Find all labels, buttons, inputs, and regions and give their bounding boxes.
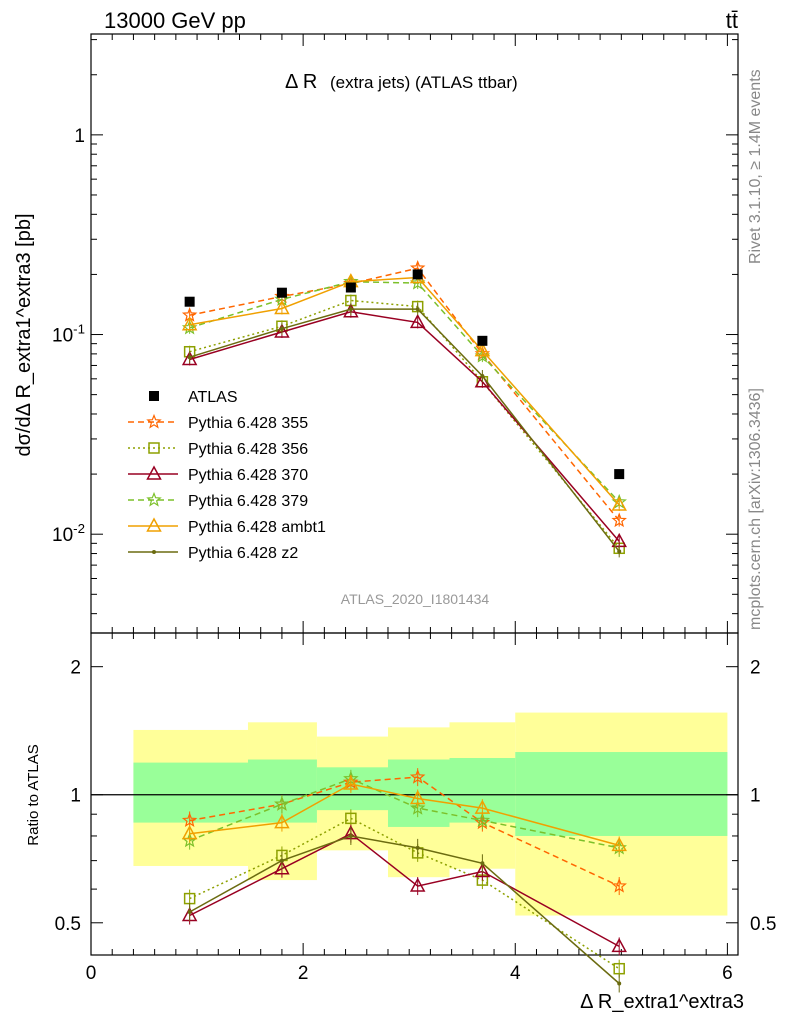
xlabel: Δ R_extra1^extra3	[580, 991, 744, 1013]
ratio-series-point-0	[611, 877, 627, 893]
main-series-point-2	[409, 313, 426, 329]
legend-label-atlas: ATLAS	[188, 389, 238, 406]
ratio-series-point-3	[409, 799, 426, 815]
xtick-label: 2	[298, 963, 309, 984]
main-series-point-4	[181, 316, 198, 331]
ratio-series-point-5	[415, 845, 420, 850]
legend-marker-4	[146, 517, 162, 532]
legend-label-4: Pythia 6.428 ambt1	[188, 519, 326, 536]
ratio-panel: 0.5 0.5 1 1 2 2 0 2 4 6	[55, 632, 776, 993]
main-series-point-5	[187, 355, 192, 360]
ratio-series-point-2	[611, 937, 627, 953]
ratio-series-point-1	[613, 962, 625, 975]
ratio-series-line-4	[189, 783, 620, 847]
ratio-ytick-label-right: 2	[750, 658, 761, 679]
xtick-label: 0	[86, 963, 97, 984]
ratio-ytick-label-left: 1	[70, 786, 81, 807]
ratio-inner-band	[515, 752, 728, 836]
atlas-data-point	[477, 335, 488, 346]
ratio-ylabel: Ratio to ATLAS	[25, 744, 42, 845]
main-series-point-4	[274, 299, 290, 315]
legend-marker-1	[148, 442, 160, 454]
ratio-series-point-5	[480, 861, 485, 866]
ratio-series-point-0	[181, 812, 198, 828]
atlas-data-point	[345, 282, 356, 293]
ratio-series-point-4	[274, 814, 290, 829]
plot-title-main: Δ R	[285, 71, 317, 93]
header-process-label: tt̄	[726, 8, 738, 33]
ratio-ytick-label-left: 0.5	[55, 914, 81, 935]
main-series-point-5	[415, 307, 420, 312]
header-collision-label: 13000 GeV pp	[104, 8, 246, 33]
atlas-data-point	[412, 269, 423, 280]
ratio-series-point-5	[187, 910, 192, 915]
analysis-id-label: ATLAS_2020_I1801434	[341, 591, 490, 607]
main-series-line-4	[189, 276, 620, 506]
main-ylabel: dσ/dΔ R_extra1^extra3 [pb]	[13, 214, 35, 457]
legend-marker-3	[146, 491, 162, 507]
main-series-point-3	[409, 274, 426, 290]
ratio-series-point-4	[181, 825, 198, 840]
xtick-label: 6	[722, 963, 733, 984]
ratio-series-point-2	[409, 877, 426, 892]
ratio-series-point-2	[474, 862, 491, 878]
legend-label-5: Pythia 6.428 z2	[188, 545, 298, 562]
main-ytick-label: 1	[74, 126, 85, 147]
ratio-series-point-3	[474, 812, 491, 828]
main-series-line-3	[189, 280, 620, 503]
main-series-line-2	[189, 311, 620, 542]
ratio-series-point-3	[274, 796, 290, 811]
main-series-line-5	[189, 308, 620, 552]
mcplots-label: mcplots.cern.ch [arXiv:1306.3436]	[747, 388, 764, 630]
ratio-inner-band	[133, 762, 248, 823]
main-series-point-5	[348, 307, 353, 312]
main-ytick-label: 10-1	[52, 322, 85, 347]
legend-label-0: Pythia 6.428 355	[188, 415, 308, 432]
ratio-frame	[90, 632, 739, 956]
legend-marker-5	[152, 550, 156, 554]
main-series-point-5	[480, 373, 485, 378]
atlas-data-point	[184, 296, 195, 307]
legend-marker-atlas	[149, 391, 159, 401]
legend-label-2: Pythia 6.428 370	[188, 467, 308, 484]
plot-title-sub: (extra jets) (ATLAS ttbar)	[330, 73, 518, 92]
ratio-ytick-label-right: 1	[750, 786, 761, 807]
main-series-point-4	[474, 342, 491, 357]
ratio-series-point-4	[474, 799, 491, 814]
legend-marker-0	[146, 413, 162, 429]
atlas-data-point	[614, 469, 625, 480]
main-series-point-2	[274, 323, 290, 338]
ratio-series-point-0	[409, 768, 426, 784]
ratio-ytick-label-right: 0.5	[750, 914, 776, 935]
ratio-series-point-4	[409, 789, 426, 805]
legend-label-1: Pythia 6.428 356	[188, 441, 308, 458]
main-series-point-5	[617, 549, 622, 554]
main-series-point-0	[611, 512, 627, 528]
main-ytick-label: 10-2	[52, 521, 85, 546]
main-series-point-5	[279, 326, 284, 331]
legend-label-3: Pythia 6.428 379	[188, 493, 308, 510]
ratio-series-point-5	[617, 981, 622, 986]
main-series-point-3	[474, 347, 491, 363]
ratio-series-point-5	[348, 833, 353, 838]
rivet-version-label: Rivet 3.1.10, ≥ 1.4M events	[747, 69, 764, 264]
main-frame	[90, 33, 739, 634]
ratio-series-point-2	[274, 860, 290, 875]
ratio-series-point-1	[345, 812, 357, 825]
ratio-series-point-4	[343, 775, 359, 790]
ratio-ytick-label-left: 2	[70, 658, 81, 679]
legend-marker-2	[146, 465, 162, 480]
ratio-series-line-5	[189, 835, 620, 985]
ratio-series-point-4	[611, 836, 627, 852]
main-series-point-4	[611, 496, 627, 511]
xtick-label: 4	[510, 963, 521, 984]
atlas-data-point	[276, 287, 287, 298]
ratio-inner-band	[247, 759, 317, 823]
legend: ATLAS Pythia 6.428 355 Pythia 6.428 356 Pyt…	[128, 389, 326, 562]
main-panel: 10-2 10-1 1	[52, 33, 739, 634]
main-series-point-2	[181, 350, 198, 366]
ratio-series-line-3	[189, 777, 620, 849]
ratio-series-point-5	[279, 858, 284, 863]
